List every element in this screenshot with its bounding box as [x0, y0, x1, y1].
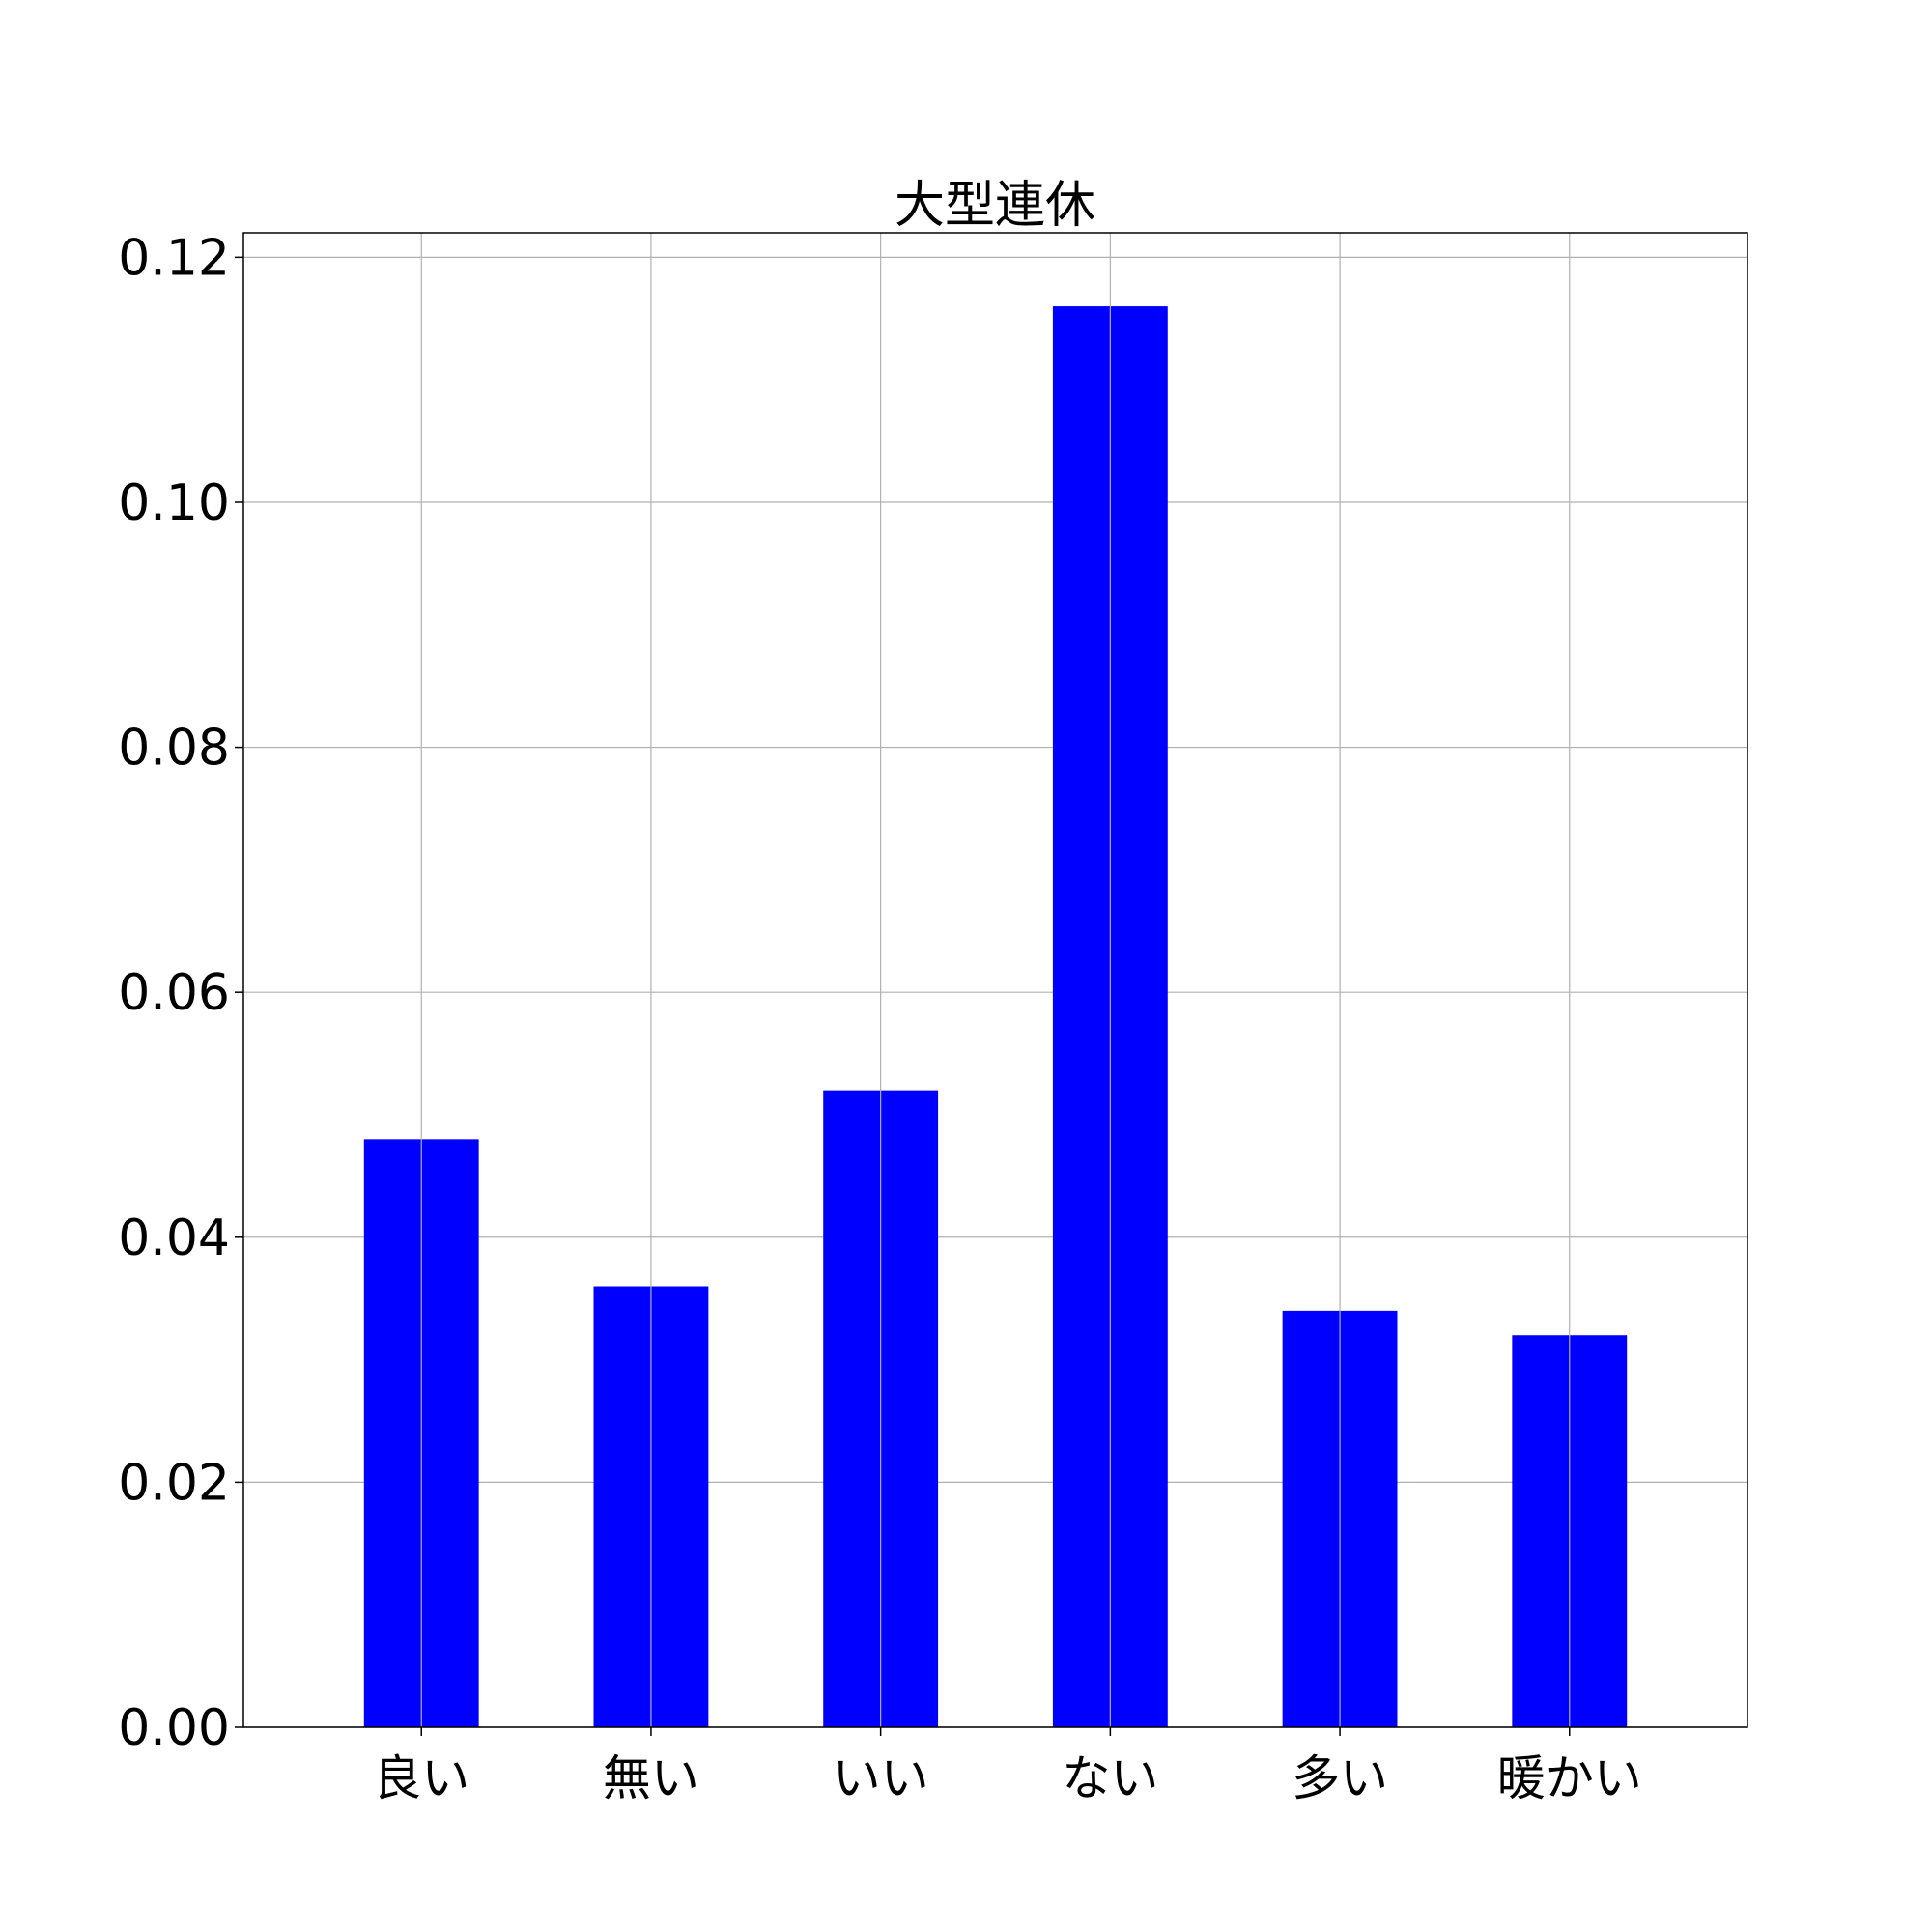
y-tick-label: 0.00 — [118, 1699, 230, 1757]
bar-layer — [363, 306, 1628, 1727]
y-tick-label: 0.10 — [118, 474, 230, 532]
y-tick-label: 0.04 — [118, 1209, 230, 1267]
vertical-grid-layer — [420, 233, 1571, 1727]
x-tick-label: いい — [833, 1750, 929, 1806]
y-tick-label: 0.06 — [118, 964, 230, 1022]
y-tick-label: 0.02 — [118, 1454, 230, 1512]
x-axis-ticks: 良い 無い いい ない 多い 暖かい — [373, 1727, 1642, 1806]
grid-layer — [243, 256, 1747, 1728]
y-tick-label: 0.12 — [118, 229, 230, 287]
x-tick-label: 無い — [603, 1750, 699, 1806]
x-tick-label: ない — [1062, 1750, 1158, 1806]
y-axis-ticks: 0.00 0.02 0.04 0.06 0.08 0.10 0.12 — [118, 229, 243, 1757]
x-tick-label: 暖かい — [1497, 1750, 1642, 1806]
y-tick-label: 0.08 — [118, 720, 230, 778]
x-tick-label: 良い — [373, 1750, 469, 1806]
plot-frame — [242, 232, 1748, 1728]
chart-title: 大型連休 — [895, 177, 1095, 235]
x-tick-label: 多い — [1292, 1750, 1388, 1806]
